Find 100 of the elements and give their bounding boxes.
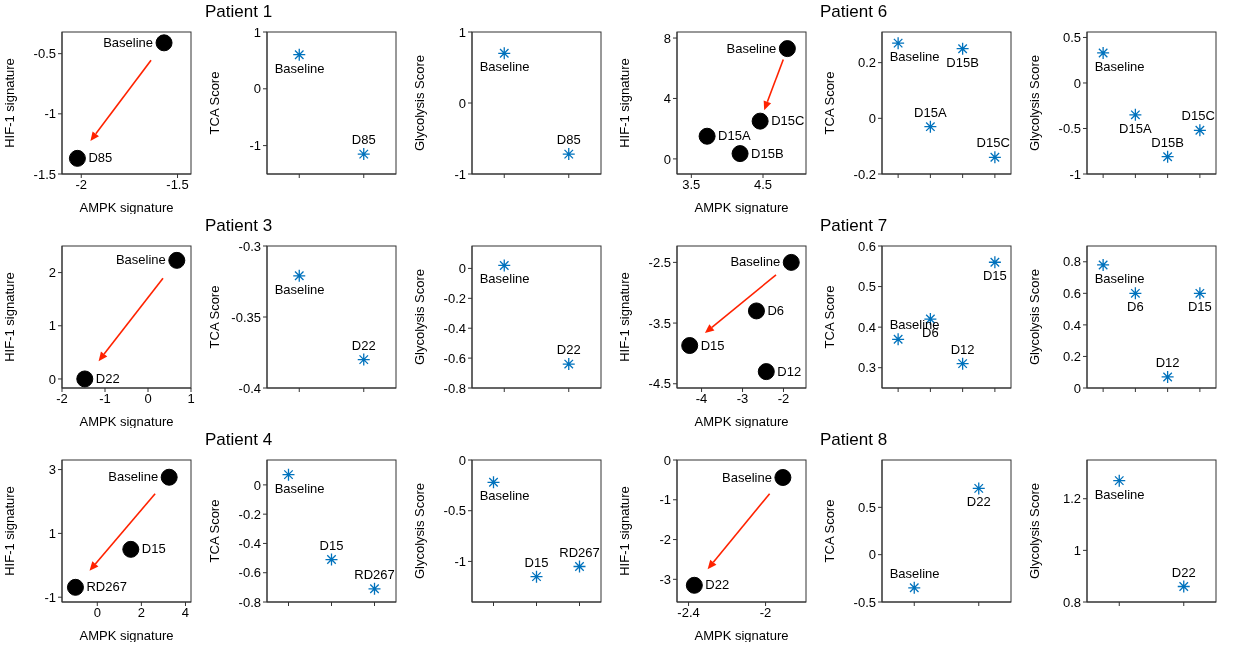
y-tick-label: 0.3 (857, 360, 876, 376)
y-tick-label: 0 (868, 547, 876, 563)
series-label: Baseline (730, 254, 781, 270)
y-tick-label: -0.5 (33, 46, 56, 62)
series-label: D22 (95, 370, 120, 386)
series-label: D15 (524, 554, 549, 570)
y-tick-label: -0.3 (238, 238, 261, 254)
point (1128, 286, 1143, 300)
point (923, 120, 938, 134)
x-tick-label: -2 (759, 605, 772, 621)
y-axis-title: TCA Score (822, 499, 837, 563)
chart-title: Patient 6 (820, 2, 888, 22)
series-label: D6 (1127, 299, 1144, 315)
series-label: RD267 (559, 544, 600, 560)
series-label: Baseline (889, 565, 940, 581)
series-label: Baseline (103, 34, 154, 50)
y-tick-label: 0 (1073, 380, 1081, 396)
point (572, 559, 587, 574)
series-label: D15C (1181, 108, 1215, 124)
series-label: D85 (351, 132, 376, 148)
series-label: D15B (946, 54, 979, 70)
chart-title: Patient 1 (205, 2, 273, 22)
point (66, 578, 84, 596)
y-tick-label: 0 (458, 452, 466, 468)
y-tick-label: 0 (253, 81, 261, 97)
series-label: RD267 (354, 566, 395, 582)
y-axis-title: TCA Score (207, 285, 222, 349)
y-tick-label: 0.6 (857, 238, 876, 254)
y-tick-label: -0.2 (443, 290, 466, 306)
point (281, 467, 296, 482)
series-label: Baseline (1094, 486, 1145, 502)
series-label: D15C (976, 135, 1010, 151)
series-label: Baseline (1094, 270, 1145, 286)
point (988, 150, 1002, 164)
y-tick-label: 0.4 (857, 319, 876, 335)
point (1128, 108, 1143, 122)
y-tick-label: -3 (659, 571, 671, 587)
series-label: Baseline (108, 469, 159, 485)
y-tick-label: -1 (659, 492, 671, 508)
series-label: Baseline (274, 281, 325, 297)
series-label: D15C (771, 113, 805, 129)
series-label: D15 (141, 541, 166, 557)
y-tick-label: 0.6 (1062, 285, 1081, 301)
y-axis-title: Glycolysis Score (412, 268, 427, 366)
y-tick-label: 4 (663, 91, 671, 107)
x-tick-label: -1.5 (166, 177, 189, 193)
series-label: Baseline (479, 271, 530, 287)
y-tick-label: -0.2 (238, 506, 261, 522)
series-label: D85 (88, 150, 113, 166)
x-tick-label: 0 (144, 391, 152, 407)
point (486, 475, 501, 489)
y-tick-label: -2 (659, 532, 671, 548)
y-tick-label: -0.8 (443, 380, 466, 396)
y-tick-label: 1 (253, 24, 261, 40)
point (988, 255, 1002, 269)
chart-title: Patient 3 (205, 216, 273, 236)
y-tick-label: -0.4 (443, 320, 466, 336)
series-label: D15B (1151, 134, 1184, 150)
series-label: D85 (556, 132, 581, 148)
x-axis-title: AMPK signature (694, 414, 789, 429)
series-label: D15 (319, 537, 344, 553)
series-label: D15A (1119, 120, 1152, 136)
series-label: Baseline (115, 252, 166, 268)
point (747, 302, 765, 320)
y-axis-title: HIF-1 signature (617, 486, 632, 576)
point (778, 40, 796, 58)
y-tick-label: -0.4 (238, 380, 261, 396)
point (698, 127, 716, 145)
series-label: D15A (914, 104, 947, 120)
series-label: Baseline (1094, 58, 1145, 74)
x-tick-label: 4.5 (753, 177, 773, 193)
y-axis-title: Glycolysis Score (412, 482, 427, 580)
point (751, 112, 769, 130)
x-axis-title: AMPK signature (79, 414, 174, 429)
point (1160, 370, 1175, 384)
y-tick-label: -1 (44, 589, 56, 605)
y-tick-label: 0 (458, 261, 466, 277)
y-axis-title: HIF-1 signature (2, 486, 17, 576)
series-label: D12 (777, 363, 802, 379)
y-tick-label: -0.5 (1058, 121, 1081, 137)
chart-title: Patient 4 (205, 430, 273, 450)
series-label: D22 (966, 494, 991, 510)
point (955, 42, 970, 56)
y-tick-label: -1 (44, 106, 56, 122)
y-tick-label: 0.8 (1062, 594, 1081, 610)
y-axis-title: Glycolysis Score (1027, 54, 1042, 152)
y-tick-label: 0 (663, 452, 671, 468)
x-tick-label: -2 (777, 391, 790, 407)
series-label: Baseline (889, 49, 940, 65)
y-tick-label: -1 (1069, 166, 1081, 182)
x-tick-label: 1 (187, 391, 195, 407)
series-label: D15A (718, 128, 751, 144)
series-label: Baseline (726, 40, 777, 56)
y-tick-label: 0 (253, 477, 261, 493)
point (324, 552, 339, 567)
series-label: D12 (1155, 354, 1180, 370)
y-tick-label: -0.4 (238, 536, 261, 552)
series-label: RD267 (86, 579, 127, 595)
point (891, 36, 905, 50)
y-tick-label: 0.8 (1062, 254, 1081, 270)
